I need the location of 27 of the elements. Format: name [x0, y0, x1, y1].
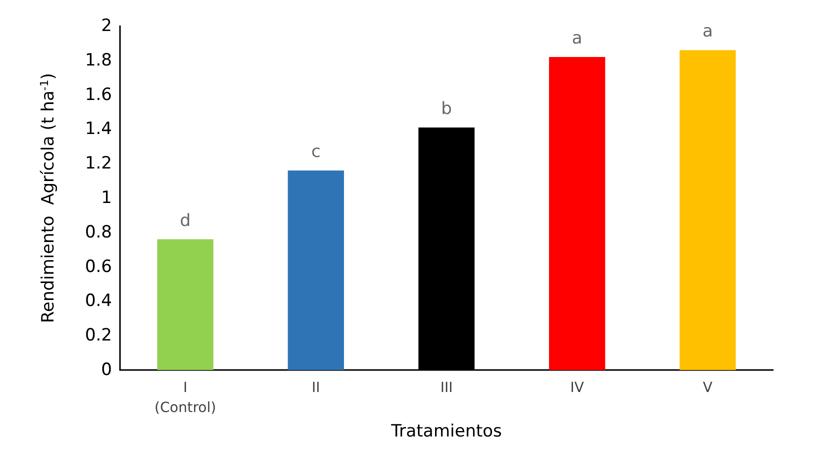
y-tick-label: 1 — [101, 188, 112, 208]
x-axis-title: Tratamientos — [390, 421, 502, 442]
x-tick-label: II — [312, 380, 320, 396]
y-tick-label: 1.8 — [84, 50, 112, 70]
y-tick-label: 1.2 — [84, 154, 112, 174]
bar — [157, 239, 214, 370]
y-tick-label: 0 — [101, 360, 112, 380]
y-tick-label: 0.8 — [84, 222, 112, 242]
x-tick-label: III — [440, 380, 453, 396]
annotation: c — [311, 142, 321, 162]
y-tick-label: 2 — [101, 16, 112, 36]
y-tick-label: 1.4 — [84, 119, 112, 140]
annotation: b — [441, 98, 452, 119]
bar — [680, 50, 736, 370]
x-tick-label: I (Control) — [154, 380, 216, 416]
y-tick-label: 0.4 — [84, 291, 112, 312]
y-tick-label: 1.6 — [84, 84, 112, 105]
x-tick-label: IV — [570, 380, 584, 396]
bar — [288, 170, 344, 370]
annotation: a — [702, 22, 713, 42]
y-tick-label: 0.2 — [84, 326, 112, 346]
annotation: d — [180, 210, 191, 231]
annotation: a — [572, 28, 582, 48]
x-tick-label: V — [702, 380, 713, 396]
bar — [549, 56, 606, 370]
y-tick-label: 0.6 — [84, 256, 112, 277]
y-axis-title: Rendimiento Agrícola (t ha-1) — [38, 72, 58, 324]
